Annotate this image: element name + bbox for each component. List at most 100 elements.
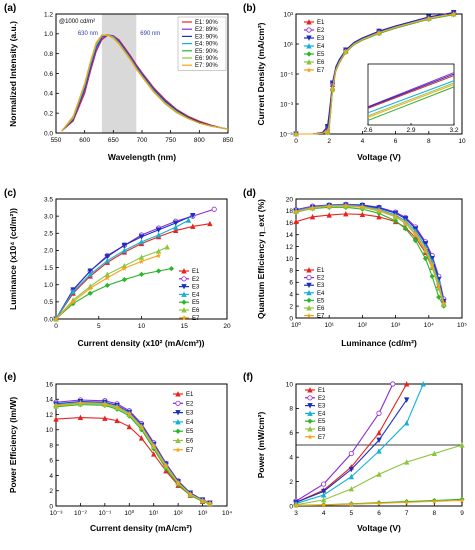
legend-label: E4 <box>318 411 326 417</box>
data-point <box>87 271 93 277</box>
data-point <box>422 255 429 262</box>
x-axis-label: Voltage (V) <box>357 152 401 162</box>
y-tick-label: 0.8 <box>44 51 53 58</box>
data-point <box>114 417 120 424</box>
data-point <box>164 244 170 250</box>
data-point <box>326 212 332 218</box>
legend-label: E7 <box>192 316 200 322</box>
legend-marker <box>181 268 187 274</box>
inset-x-tick-label: 3.2 <box>449 127 458 134</box>
legend-marker <box>307 433 313 440</box>
data-point <box>436 294 442 300</box>
data-point <box>343 211 349 217</box>
data-point <box>343 202 349 209</box>
panel-e: (e) 10⁻³ 10⁻² 10⁻¹ 10⁰ 10¹ 10² 10³ 10⁴ 0 2 4 6 8 10 12 1… <box>4 372 232 533</box>
data-point <box>403 459 410 465</box>
data-point <box>77 414 84 421</box>
y-tick-label: 4 <box>289 455 293 462</box>
data-point <box>392 213 399 220</box>
data-point <box>431 450 438 457</box>
data-point <box>293 208 299 215</box>
inset-series-e7 <box>367 83 455 118</box>
data-point <box>126 423 132 430</box>
x-tick-label: 15 <box>181 323 189 330</box>
legend-marker <box>181 291 187 297</box>
data-point <box>320 488 327 495</box>
x-tick-label: 4 <box>322 510 326 517</box>
legend-label: E7 <box>318 435 326 441</box>
series-e7 <box>293 497 465 509</box>
legend-marker <box>306 67 312 73</box>
x-axis-label: Wavelength (nm) <box>108 152 176 162</box>
legend-label: E1 <box>318 388 326 394</box>
inset-plot: 2.6 2.9 3.2 <box>363 63 459 134</box>
data-point <box>329 86 336 92</box>
data-point <box>138 238 145 245</box>
x-tick-label: 5 <box>350 510 354 517</box>
legend-label: E7 <box>317 68 325 74</box>
data-point <box>429 273 435 279</box>
data-point <box>422 246 429 252</box>
panel-label-d: (d) <box>243 188 256 199</box>
y-tick-label: 4 <box>49 473 53 480</box>
legend-label: E3 <box>192 285 200 291</box>
legend-label: E4 <box>186 420 194 426</box>
x-tick-label: 10² <box>358 322 368 329</box>
x-tick-label: 700 <box>137 137 148 144</box>
legend-label: E2 <box>186 401 194 407</box>
x-tick-label: 10⁻² <box>74 510 88 517</box>
y-tick-label: 16 <box>46 381 54 388</box>
panel-label-c: (c) <box>4 188 16 199</box>
data-point <box>426 15 432 22</box>
x-tick-label: 10⁻¹ <box>98 510 112 517</box>
series-e3 <box>293 397 410 506</box>
legend-label: E2 <box>318 396 326 402</box>
y-tick-label: 6 <box>289 280 293 287</box>
x-tick-label: 8 <box>427 138 431 145</box>
series-line <box>55 402 211 504</box>
data-point <box>376 500 382 507</box>
data-point <box>121 247 128 253</box>
data-point <box>87 268 93 274</box>
legend-label: E4 <box>192 292 200 298</box>
y-tick-label: 2.0 <box>44 248 53 255</box>
legend-label: E6 <box>186 439 194 445</box>
data-point <box>168 265 175 272</box>
y-axis-label: Current Density (mA/cm²) <box>256 22 266 125</box>
y-tick-label: 6 <box>289 430 293 437</box>
data-point <box>376 448 382 454</box>
legend-label: E7: 90% <box>195 63 218 69</box>
data-point <box>293 218 299 225</box>
y-tick-label: 2.5 <box>44 231 53 238</box>
y-tick-label: 10¹ <box>284 41 294 48</box>
y-axis-label: Power (mW/cm²) <box>256 412 266 479</box>
legend-label: E3 <box>317 283 325 289</box>
series-line <box>55 246 168 320</box>
inset-series-e5 <box>367 86 455 121</box>
legend-e: E1 E2 E3 E4 E5 E6 E7 <box>173 391 194 454</box>
data-point <box>104 257 110 264</box>
x-axis-label: Current density (x10² (mA/cm²)) <box>77 338 204 348</box>
legend-label: E4: 90% <box>195 42 218 48</box>
data-point <box>376 207 382 214</box>
data-point <box>348 501 355 507</box>
data-point <box>324 128 331 135</box>
legend-marker <box>175 391 181 397</box>
panel-f: (f) 3 4 5 6 7 8 9 0 2 4 6 8 10 Voltage (V) Power (mW/cm… <box>243 372 465 533</box>
y-tick-label: 2 <box>289 303 293 310</box>
y-tick-label: 10 <box>286 381 294 388</box>
x-tick-label: 0 <box>54 323 58 330</box>
x-tick-label: 3 <box>294 510 298 517</box>
y-tick-label: 0.0 <box>44 316 53 323</box>
data-point <box>121 276 128 283</box>
data-point <box>199 497 206 504</box>
legend-marker <box>306 35 312 41</box>
data-point <box>121 242 128 249</box>
x-tick-label: 10² <box>173 510 183 517</box>
y-tick-label: 10⁻¹ <box>280 71 294 78</box>
y-tick-label: 8 <box>289 406 293 413</box>
legend-label: E3 <box>317 36 325 42</box>
